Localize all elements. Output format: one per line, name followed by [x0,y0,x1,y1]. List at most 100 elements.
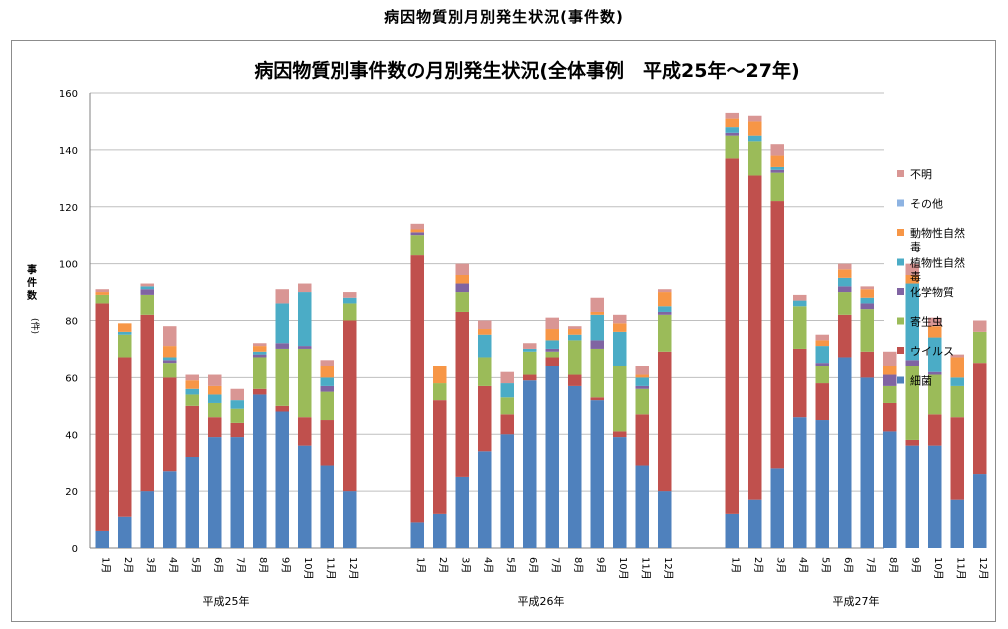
legend-label-wrap: 毒 [910,241,921,254]
bar-segment [860,309,874,352]
bar-segment [208,437,222,548]
y-tick-label: 80 [65,317,78,328]
legend-label: 動物性自然 [910,226,965,240]
bar-segment [253,351,267,355]
y-axis-label-char: 数 [27,289,38,302]
bar-segment [478,357,492,386]
legend-label: ウイルス [910,345,954,358]
x-tick-label: 11月 [639,557,651,580]
y-tick-label: 100 [59,260,78,271]
y-tick-label: 40 [65,430,78,441]
bar-segment [613,323,627,332]
x-tick-label: 3月 [459,557,471,573]
bar-segment [433,383,447,401]
bar-segment [883,431,897,548]
bar-segment [613,431,627,438]
bar-segment [478,385,492,452]
bar-segment [568,326,582,330]
bar-segment [275,405,289,412]
bar-segment [973,320,987,332]
bar-segment [770,201,784,469]
bar-segment [185,457,199,548]
bar-segment [725,158,739,514]
bar-segment [928,445,942,548]
bar-segment [230,437,244,548]
bar-segment [883,402,897,432]
bar-segment [140,294,154,315]
bar-segment [230,388,244,401]
bar-segment [793,417,807,548]
bar-segment [568,374,582,386]
bar-segment [185,405,199,457]
bar-segment [253,388,267,395]
bar-segment [230,408,244,423]
bar-segment [658,311,672,315]
bar-segment [185,380,199,389]
bar-segment [905,275,919,284]
bar-segment [455,263,469,275]
bar-segment [815,346,829,364]
bar-segment [905,360,919,366]
bar-segment [298,348,312,418]
bar-segment [590,340,604,349]
y-axis-unit-label: (件) [29,318,41,334]
bar-segment [298,283,312,293]
bar-segment [568,329,582,335]
bar-segment [455,311,469,477]
bar-segment [298,292,312,347]
legend-label: 細菌 [910,375,932,388]
x-tick-label: 9月 [594,557,606,573]
bar-segment [343,320,357,492]
bar-segment [635,374,649,378]
bar-segment [523,343,537,349]
x-tick-label: 12月 [347,557,359,580]
bar-segment [635,465,649,548]
bar-segment [793,306,807,349]
bar-segment [658,491,672,548]
bar-segment [725,132,739,136]
bar-segment [500,397,514,415]
bar-segment [523,351,537,375]
page-heading: 病因物質別月別発生状況(事件数) [384,8,624,26]
x-tick-label: 6月 [842,557,854,573]
bar-segment [950,354,964,358]
bar-segment [500,371,514,384]
bar-segment [253,354,267,358]
bar-segment [500,414,514,435]
bar-segment [590,397,604,401]
x-tick-label: 10月 [302,557,314,580]
bar-segment [433,366,447,384]
bar-segment [658,289,672,293]
bar-segment [410,255,424,523]
bar-segment [770,155,784,167]
bar-segment [118,331,132,335]
bar-segment [523,374,537,381]
bar-segment [883,374,897,386]
bar-segment [275,343,289,349]
bar-segment [320,391,334,421]
x-tick-label: 5月 [819,557,831,573]
x-group-label: 平成25年 [203,594,250,608]
x-tick-label: 2月 [122,557,134,573]
bar-segment [320,366,334,378]
bar-segment [838,263,852,270]
bar-segment [883,366,897,375]
bar-segment [478,451,492,548]
bar-segment [860,303,874,310]
bar-segment [208,385,222,395]
legend-swatch [897,347,904,354]
x-tick-label: 8月 [887,557,899,573]
bar-segment [410,223,424,230]
y-tick-label: 160 [59,89,78,100]
y-tick-label: 20 [65,487,78,498]
bar-segment [140,283,154,287]
bar-segment [928,337,942,372]
x-tick-label: 6月 [527,557,539,573]
bar-segment [185,388,199,395]
bar-segment [230,400,244,409]
bar-segment [500,383,514,398]
bar-segment [478,320,492,330]
legend-label: 寄生虫 [910,315,943,329]
bar-segment [320,360,334,366]
x-tick-label: 8月 [257,557,269,573]
